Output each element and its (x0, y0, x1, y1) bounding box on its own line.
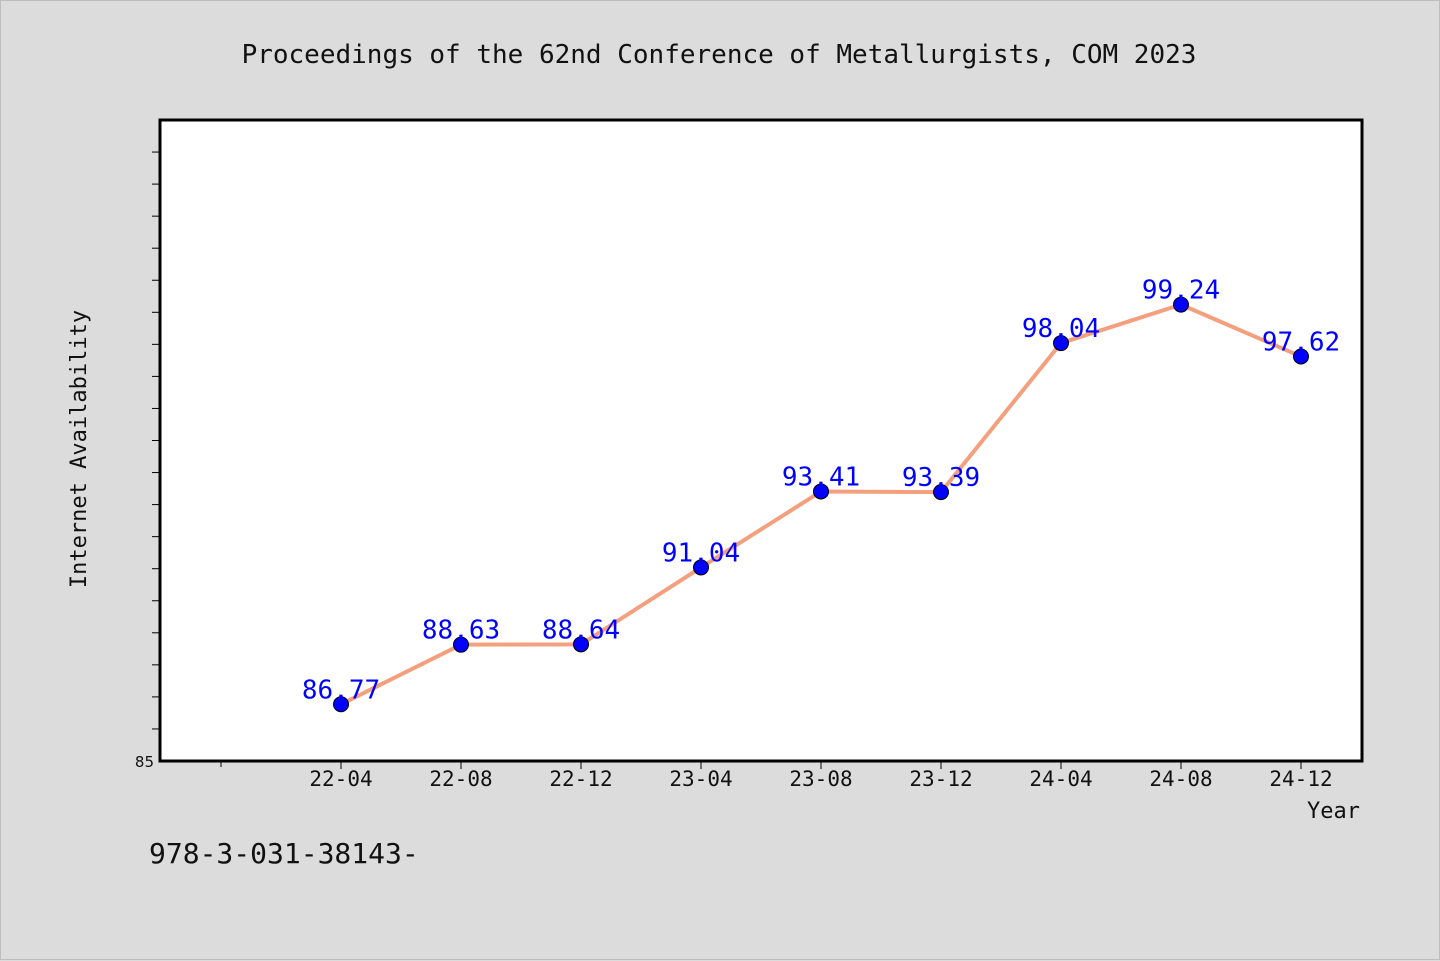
data-label: 99.24 (1142, 276, 1220, 306)
x-tick-label: 24-12 (1269, 767, 1332, 791)
data-label: 91.04 (662, 538, 740, 568)
y-axis-label: Internet Availability (67, 310, 92, 588)
data-label: 97.62 (1262, 328, 1340, 358)
x-tick-label: 24-04 (1029, 767, 1092, 791)
data-point (693, 559, 709, 576)
y-axis-ticks (152, 151, 160, 730)
data-label: 88.64 (542, 615, 620, 645)
data-label: 88.63 (422, 616, 500, 646)
data-point (333, 696, 349, 713)
plot-area (158, 118, 1364, 763)
x-tick-label: 22-12 (549, 767, 612, 791)
x-tick-label: 23-08 (789, 767, 852, 791)
x-tick-label: 22-08 (429, 767, 492, 791)
chart-title: Proceedings of the 62nd Conference of Me… (242, 40, 1197, 70)
x-tick-label: 23-12 (909, 767, 972, 791)
data-point (573, 636, 589, 653)
data-point (813, 483, 829, 500)
data-label: 93.39 (902, 463, 980, 493)
data-point (1173, 296, 1189, 313)
data-label: 93.41 (782, 462, 860, 492)
isbn-text: 978-3-031-38143- (149, 837, 419, 870)
data-point (453, 636, 469, 653)
x-axis-label: Year (1307, 799, 1360, 824)
x-axis-ticks: 22-04 22-08 22-12 23-04 23-08 23-12 24-04 24-08… (220, 761, 1333, 791)
data-label: 86.77 (302, 675, 380, 705)
data-point (1053, 335, 1069, 352)
data-point (933, 484, 949, 501)
data-point (1293, 348, 1309, 365)
x-tick-label: 24-08 (1149, 767, 1212, 791)
series-layer (333, 296, 1309, 713)
data-label-layer: 86.77 88.63 88.64 91.04 93.41 93.39 98.04 99.24… (302, 276, 1340, 706)
y-tick-label-min: 85 (135, 753, 154, 771)
data-label: 98.04 (1022, 314, 1100, 344)
x-tick-label: 22-04 (309, 767, 372, 791)
x-tick-label: 23-04 (669, 767, 732, 791)
